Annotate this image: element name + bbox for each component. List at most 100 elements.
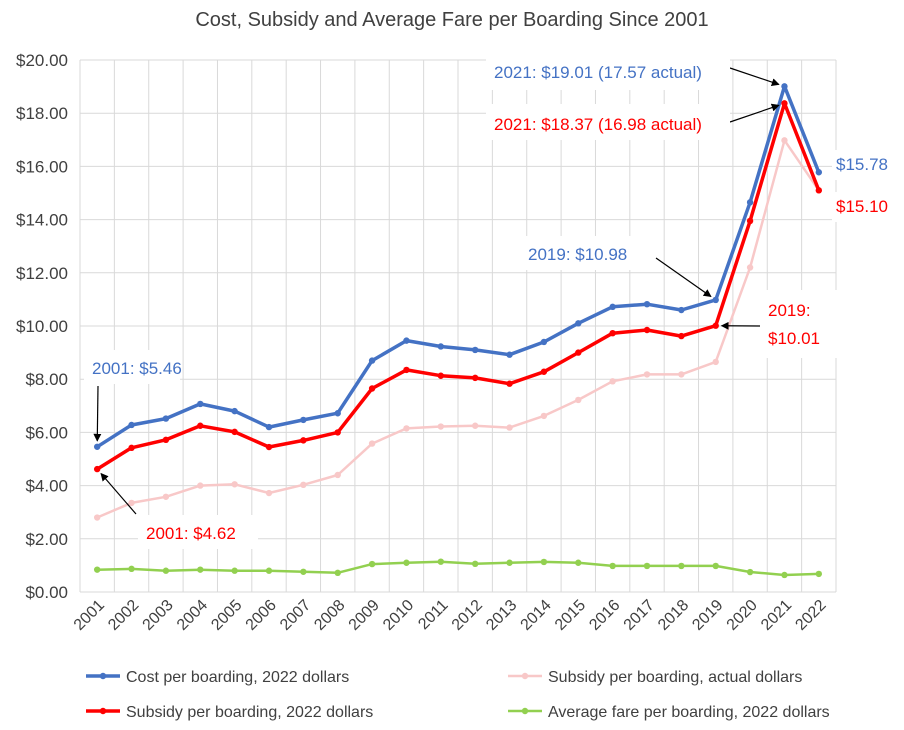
data-point: [437, 558, 445, 565]
annotation-box: [760, 290, 838, 358]
annotation-label: 2021: $19.01 (17.57 actual): [494, 63, 702, 82]
legend-label: Average fare per boarding, 2022 dollars: [548, 704, 830, 721]
series-line: [97, 560, 819, 577]
data-point: [781, 137, 788, 144]
data-point: [197, 482, 204, 489]
x-tick-label: 2011: [415, 597, 451, 633]
legend-label: Subsidy per boarding, actual dollars: [548, 669, 802, 686]
data-point: [540, 338, 548, 346]
data-point: [815, 169, 823, 176]
series-1: [93, 83, 823, 450]
data-point: [540, 412, 548, 420]
data-point: [403, 425, 410, 432]
data-point: [781, 83, 788, 90]
data-point: [712, 562, 719, 570]
x-tick-label: 2016: [586, 597, 623, 634]
data-point: [334, 569, 341, 577]
legend-label: Subsidy per boarding, 2022 dollars: [126, 704, 373, 721]
x-tick-label: 2020: [724, 597, 761, 634]
data-point: [265, 443, 273, 451]
data-point: [609, 562, 616, 570]
y-tick-label: $8.00: [25, 370, 68, 389]
series-line: [96, 101, 821, 471]
annotation-arrow: [729, 67, 780, 86]
data-point: [609, 378, 616, 385]
annotation-box: [138, 515, 258, 549]
annotation-box: [520, 236, 654, 270]
data-point: [815, 570, 823, 578]
legend: Cost per boarding, 2022 dollars Subsidy p…: [86, 669, 830, 721]
annotation-arrow: [655, 257, 712, 298]
x-tick-label: 2019: [689, 597, 726, 634]
data-point: [575, 396, 582, 404]
data-point: [368, 357, 376, 364]
annotation-2: 2021: $18.37 (16.98 actual): [486, 103, 780, 140]
annotation-label: 2001: $5.46: [92, 359, 182, 378]
x-tick-label: 2005: [208, 597, 245, 634]
data-point: [540, 368, 548, 375]
legend-item: Average fare per boarding, 2022 dollars: [508, 704, 830, 721]
annotation-label: 2021: $18.37 (16.98 actual): [494, 115, 702, 134]
y-tick-label: $10.00: [16, 317, 68, 336]
legend-marker: [99, 707, 107, 715]
data-point: [609, 329, 616, 337]
y-tick-label: $20.00: [16, 51, 68, 70]
data-point: [300, 481, 307, 489]
data-point: [746, 199, 754, 206]
x-tick-label: 2003: [140, 597, 177, 634]
x-axis-ticks: 2001200220032004200520062007200820092010…: [71, 597, 830, 634]
data-point: [128, 421, 135, 429]
data-point: [265, 567, 273, 574]
annotation-label: 2019:: [768, 301, 811, 320]
data-point: [712, 322, 719, 329]
data-point: [506, 380, 513, 387]
data-point: [575, 559, 582, 566]
data-point: [334, 471, 341, 479]
annotation-arrow: [100, 472, 137, 515]
data-point: [197, 566, 204, 573]
data-point: [609, 303, 616, 311]
data-point: [93, 566, 101, 573]
annotation-3: 2019: $10.98: [520, 236, 712, 298]
data-point: [643, 371, 651, 378]
x-tick-label: 2017: [621, 597, 658, 634]
x-tick-label: 2006: [243, 597, 280, 634]
data-point: [471, 560, 479, 568]
data-point: [575, 320, 582, 327]
data-point: [575, 349, 582, 356]
y-tick-label: $0.00: [25, 583, 68, 602]
annotation-5: 2001: $5.46: [84, 350, 182, 442]
data-point: [162, 567, 170, 574]
data-point: [781, 100, 788, 107]
data-point: [231, 407, 238, 415]
annotation-6: 2001: $4.62: [100, 472, 258, 549]
annotation-label: $15.10: [836, 197, 888, 216]
y-tick-label: $2.00: [25, 530, 68, 549]
annotation-box: [84, 350, 180, 384]
data-point: [712, 296, 719, 304]
data-point: [540, 558, 548, 566]
data-point: [128, 444, 135, 452]
series-3: [93, 137, 823, 521]
data-point: [437, 343, 445, 350]
legend-item: Subsidy per boarding, actual dollars: [508, 669, 802, 686]
data-point: [403, 337, 410, 344]
annotation-box: [486, 104, 730, 140]
data-point: [403, 559, 410, 566]
data-point: [128, 499, 135, 507]
data-point: [128, 565, 135, 573]
annotation-label: $10.01: [768, 329, 820, 348]
annotation-label: $15.78: [836, 155, 888, 174]
series-lines: [93, 83, 823, 579]
legend-marker: [521, 707, 529, 715]
x-tick-label: 2012: [449, 597, 486, 634]
annotations: 2021: $19.01 (17.57 actual) 2021: $18.37 …: [84, 54, 902, 549]
data-point: [231, 428, 238, 436]
legend-label: Cost per boarding, 2022 dollars: [126, 669, 349, 686]
data-point: [162, 436, 170, 444]
y-tick-label: $16.00: [16, 157, 68, 176]
data-point: [746, 217, 754, 225]
x-tick-label: 2013: [483, 597, 520, 634]
